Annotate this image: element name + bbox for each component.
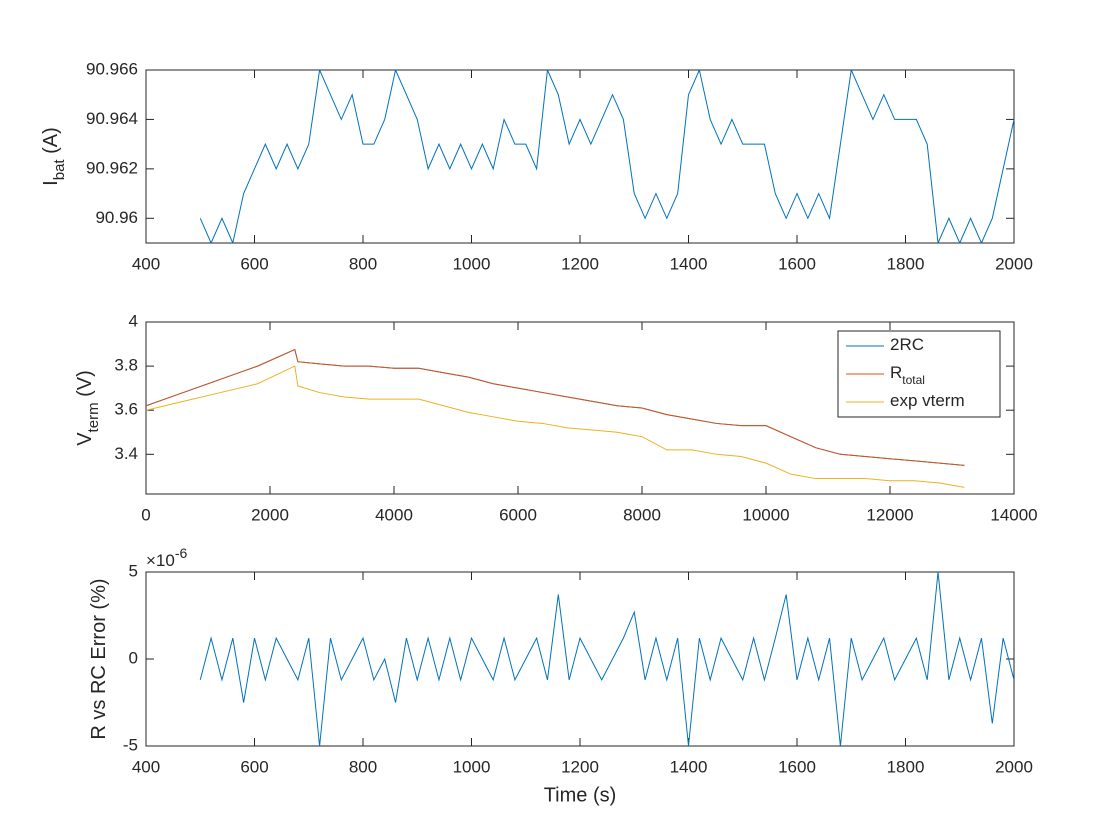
data-line — [146, 348, 965, 466]
y-axis-label-part: I — [40, 180, 62, 186]
x-tick-label: 400 — [132, 757, 160, 776]
x-tick-label: 2000 — [251, 505, 289, 524]
y-axis-label-part: (A) — [40, 127, 62, 159]
x-tick-label: 1800 — [887, 757, 925, 776]
x-tick-label: 10000 — [742, 505, 789, 524]
y-exponent: ×10-6 — [146, 545, 188, 571]
x-tick-label: 12000 — [866, 505, 913, 524]
legend-label-main: R — [890, 363, 902, 382]
y-axis-label: R vs RC Error (%) — [88, 578, 110, 739]
x-tick-label: 0 — [141, 505, 150, 524]
y-axis-label-part: (V) — [74, 370, 96, 402]
y-tick-label: 90.962 — [86, 158, 138, 177]
y-tick-label: 90.964 — [86, 109, 138, 128]
legend-label: Rtotal — [890, 363, 925, 387]
x-tick-label: 1400 — [670, 254, 708, 273]
y-exponent-power: -6 — [175, 545, 188, 561]
y-tick-label: 4 — [129, 311, 138, 330]
x-tick-label: 14000 — [990, 505, 1037, 524]
legend-label: exp vterm — [890, 391, 965, 410]
legend-label-sub: total — [902, 373, 925, 387]
x-tick-label: 4000 — [375, 505, 413, 524]
y-axis-label: Ibat (A) — [40, 127, 68, 186]
x-tick-label: 400 — [132, 254, 160, 273]
y-tick-label: 3.6 — [114, 400, 138, 419]
y-exponent-base: ×10 — [146, 551, 175, 570]
x-tick-label: 600 — [240, 757, 268, 776]
x-tick-label: 1000 — [453, 757, 491, 776]
y-tick-label: -5 — [123, 735, 138, 754]
x-tick-label: 1200 — [561, 757, 599, 776]
plot-area — [145, 571, 1015, 747]
x-tick-label: 1400 — [670, 757, 708, 776]
y-axis-label-part: V — [74, 432, 96, 446]
x-tick-label: 1800 — [887, 254, 925, 273]
data-line — [146, 365, 965, 488]
x-tick-label: 1000 — [453, 254, 491, 273]
x-tick-label: 600 — [240, 254, 268, 273]
y-axis-label: Vterm (V) — [74, 370, 102, 446]
y-tick-label: 5 — [129, 561, 138, 580]
plot-area — [145, 69, 1015, 244]
x-tick-label: 2000 — [995, 757, 1033, 776]
x-tick-label: 800 — [349, 254, 377, 273]
y-axis-label-part: R vs RC Error (%) — [88, 578, 110, 739]
y-tick-label: 3.8 — [114, 356, 138, 375]
x-tick-label: 2000 — [995, 254, 1033, 273]
x-tick-label: 1200 — [561, 254, 599, 273]
y-tick-label: 90.966 — [86, 59, 138, 78]
y-tick-label: 90.96 — [95, 208, 138, 227]
x-tick-label: 6000 — [499, 505, 537, 524]
legend-label: 2RC — [890, 335, 924, 354]
x-axis-label: Time (s) — [544, 784, 617, 806]
x-tick-label: 1600 — [778, 757, 816, 776]
y-axis-label-part: term — [85, 402, 102, 432]
x-tick-label: 800 — [349, 757, 377, 776]
data-line — [199, 70, 1014, 243]
x-tick-label: 1600 — [778, 254, 816, 273]
y-axis-label-part: bat — [51, 159, 68, 181]
data-line — [199, 572, 1014, 746]
legend-label-main: exp vterm — [890, 391, 965, 410]
y-tick-label: 3.4 — [114, 444, 138, 463]
y-tick-label: 0 — [129, 648, 138, 667]
x-tick-label: 8000 — [623, 505, 661, 524]
legend-label-main: 2RC — [890, 335, 924, 354]
